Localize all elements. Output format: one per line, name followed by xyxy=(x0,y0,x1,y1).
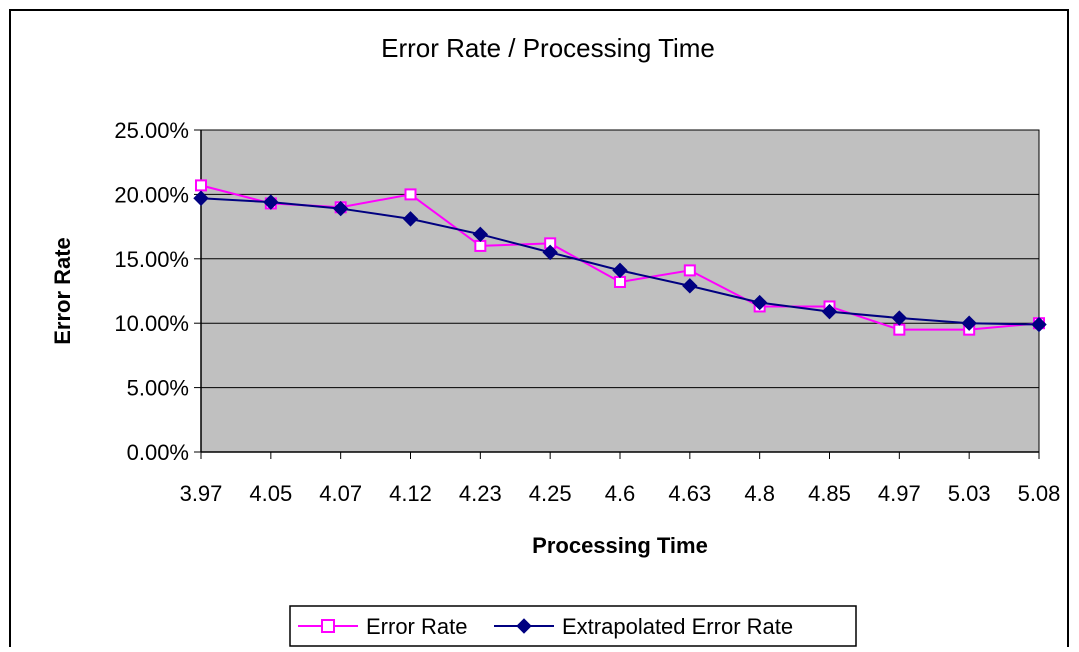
data-point-extrapolated xyxy=(542,244,558,261)
y-tick-label: 20.00% xyxy=(114,182,189,207)
x-tick-label: 4.6 xyxy=(605,481,636,506)
data-point-error-rate xyxy=(614,275,626,288)
legend-box xyxy=(289,605,857,647)
y-tick-label: 0.00% xyxy=(127,440,189,465)
x-tick-label: 4.05 xyxy=(249,481,292,506)
legend: Error Rate Extrapolated Error Rate xyxy=(289,605,857,647)
data-point-extrapolated xyxy=(612,262,628,279)
series-layer xyxy=(193,179,1047,336)
chart-title: Error Rate / Processing Time xyxy=(381,33,715,63)
x-tick-label: 5.03 xyxy=(948,481,991,506)
data-point-error-rate xyxy=(893,323,906,336)
data-point-extrapolated xyxy=(402,211,419,227)
x-tick-label: 4.07 xyxy=(319,481,362,506)
x-tick-label: 4.63 xyxy=(668,481,711,506)
data-point-extrapolated xyxy=(1031,316,1047,333)
data-point-extrapolated xyxy=(332,200,349,217)
y-tick-label: 25.00% xyxy=(114,118,189,143)
legend-label-extrapolated: Extrapolated Error Rate xyxy=(562,614,793,639)
x-tick-label: 5.08 xyxy=(1018,481,1061,506)
legend-label-error-rate: Error Rate xyxy=(366,614,467,639)
x-tick-label: 4.23 xyxy=(459,481,502,506)
legend-item-error-rate: Error Rate xyxy=(298,614,467,639)
data-point-extrapolated xyxy=(472,226,489,243)
data-point-error-rate xyxy=(683,264,696,277)
plot-area xyxy=(200,129,1040,453)
data-point-error-rate xyxy=(474,239,487,252)
data-point-extrapolated xyxy=(751,294,768,311)
x-tick-label: 4.97 xyxy=(878,481,921,506)
x-axis-label: Processing Time xyxy=(532,533,708,558)
y-tick-label: 10.00% xyxy=(114,311,189,336)
data-point-extrapolated xyxy=(891,310,908,326)
data-point-extrapolated xyxy=(263,194,279,210)
y-tick-label: 15.00% xyxy=(114,247,189,272)
axis-layer: 0.00% 5.00% 10.00% 15.00% 20.00% 25.00% 3.97 4.… xyxy=(114,118,1060,506)
y-tick-label: 5.00% xyxy=(127,376,189,401)
data-point-error-rate xyxy=(195,179,207,192)
data-point-error-rate xyxy=(404,188,417,201)
data-point-extrapolated xyxy=(682,278,698,294)
data-point-extrapolated xyxy=(193,190,209,206)
x-tick-label: 3.97 xyxy=(180,481,223,506)
legend-marker-error-rate xyxy=(321,619,335,633)
x-tick-label: 4.12 xyxy=(389,481,432,506)
x-tick-label: 4.25 xyxy=(529,481,572,506)
legend-marker-extrapolated xyxy=(516,618,532,634)
data-point-extrapolated xyxy=(821,303,838,320)
legend-item-extrapolated: Extrapolated Error Rate xyxy=(494,614,793,639)
y-axis-label: Error Rate xyxy=(50,237,75,345)
x-tick-label: 4.8 xyxy=(744,481,775,506)
data-point-extrapolated xyxy=(961,315,977,331)
x-tick-label: 4.85 xyxy=(808,481,851,506)
